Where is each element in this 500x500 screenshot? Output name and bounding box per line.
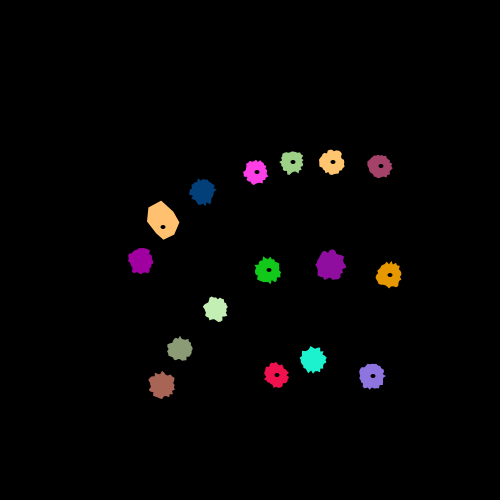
- blob-shape: [167, 335, 193, 361]
- blob-b2: [279, 151, 304, 175]
- blob-shape: [299, 346, 327, 374]
- blob-b3: [319, 149, 345, 175]
- blob-b13: [299, 346, 327, 374]
- blob-hole: [330, 160, 336, 164]
- blob-b9: [315, 249, 347, 280]
- blob-hole: [387, 273, 393, 277]
- blob-b4: [367, 154, 393, 179]
- blob-b11: [202, 296, 228, 322]
- blob-shape: [148, 370, 175, 400]
- blob-shape: [147, 200, 180, 240]
- blob-shape: [188, 178, 217, 207]
- blob-hole: [378, 164, 384, 168]
- blob-hole: [290, 160, 296, 164]
- blob-b10: [375, 260, 402, 289]
- blob-b6: [147, 200, 180, 240]
- blob-b8: [254, 256, 282, 285]
- blob-b15: [359, 363, 386, 390]
- blob-hole: [254, 170, 260, 174]
- blob-shape: [315, 249, 347, 280]
- blob-b5: [188, 178, 217, 207]
- blob-hole: [370, 374, 376, 378]
- blob-shape: [202, 296, 228, 322]
- blob-shape: [127, 248, 154, 275]
- blob-hole: [160, 225, 166, 229]
- blob-hole: [266, 268, 272, 272]
- blob-b7: [127, 248, 154, 275]
- blob-hole: [274, 373, 280, 377]
- blob-b1: [243, 159, 269, 186]
- blob-b14: [263, 361, 290, 388]
- blob-b16: [148, 370, 175, 400]
- blob-b12: [167, 335, 193, 361]
